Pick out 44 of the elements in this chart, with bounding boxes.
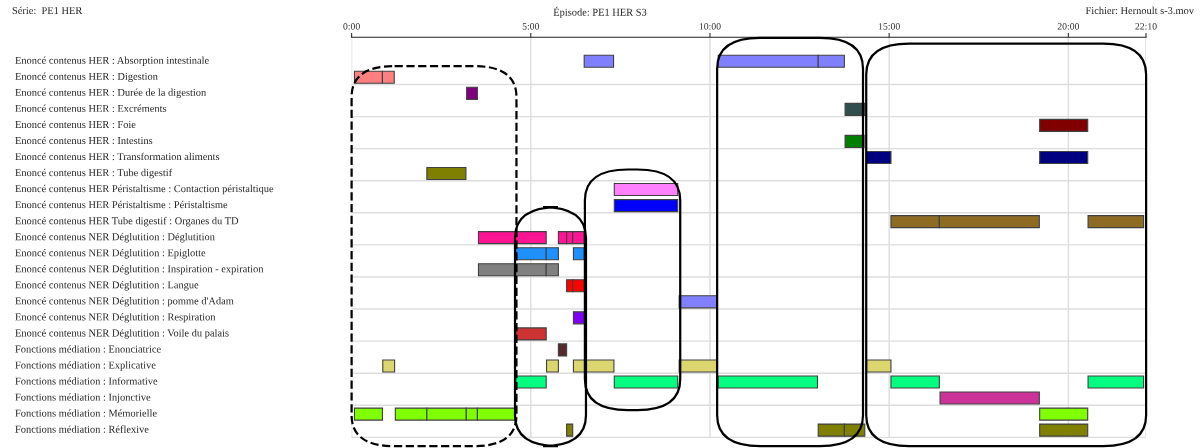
y-tick-label: Fonctions médiation : Mémorielle xyxy=(15,409,157,417)
y-tick-label: Enoncé contenus NER Déglutition : Inspiration - expiration xyxy=(15,265,264,275)
y-tick-label: Enoncé contenus HER : Tube digestif xyxy=(15,168,173,179)
bar xyxy=(939,391,1040,405)
y-tick-label: Enoncé contenus HER Péristaltisme : Péristaltisme xyxy=(15,200,228,209)
bar xyxy=(557,343,568,357)
bar xyxy=(844,102,866,116)
bar xyxy=(613,199,679,213)
x-tick-label: 10:00 xyxy=(699,23,721,30)
y-tick-label: Enoncé contenus NER Déglutition : Déglutition xyxy=(15,232,215,243)
x-tick-label: 20:00 xyxy=(1057,23,1080,30)
y-tick-label: Enoncé contenus HER : Foie xyxy=(15,120,136,129)
y-tick-label: Fonctions médiation : Informative xyxy=(15,377,158,385)
y-tick-label: Enoncé contenus NER Déglutition : Respiration xyxy=(15,313,216,323)
bar xyxy=(613,182,679,197)
x-tick-label: 5:00 xyxy=(522,23,540,30)
y-tick-label: Enoncé contenus HER : Transformation aliments xyxy=(15,152,220,161)
text: Série: PE1 HER xyxy=(12,6,83,15)
y-tick-label: Enoncé contenus HER : Digestion xyxy=(15,72,158,83)
y-tick-label: Enoncé contenus HER Tube digestif : Organes du TD xyxy=(15,216,239,227)
y-tick-label: Enoncé contenus HER Péristaltisme : Contaction péristaltique xyxy=(15,184,274,195)
text: Fichier: Hernoult s-3.mov xyxy=(1085,6,1194,15)
y-tick-label: Enoncé contenus HER : Intestins xyxy=(15,136,153,145)
bar xyxy=(1039,118,1089,132)
y-tick-label: Enoncé contenus NER Déglutition : Epiglotte xyxy=(15,248,206,259)
x-tick-label: 15:00 xyxy=(878,23,900,30)
y-tick-label: Enoncé contenus NER Déglutition : pomme d'Adam xyxy=(15,297,234,307)
y-tick-label: Enoncé contenus HER : Durée de la digestion xyxy=(15,88,207,99)
y-tick-label: Enoncé contenus NER Déglutition : Voile du palais xyxy=(15,329,229,339)
y-tick-label: Enoncé contenus NER Déglutition : Langue xyxy=(15,281,199,291)
x-tick-label: 0:00 xyxy=(343,23,360,30)
y-tick-label: Enoncé contenus HER : Excréments xyxy=(15,104,167,113)
x-tick-label: 22:10 xyxy=(1135,23,1157,30)
bar xyxy=(572,311,585,325)
y-tick-label: Fonctions médiation : Injonctive xyxy=(15,393,151,403)
y-tick-label: Enoncé contenus HER : Absorption intestinale xyxy=(15,56,209,66)
y-tick-label: Fonctions médiation : Enonciatrice xyxy=(15,345,161,353)
y-tick-label: Fonctions médiation : Explicative xyxy=(15,361,156,371)
bar xyxy=(515,327,547,341)
bar xyxy=(1039,150,1089,165)
bar xyxy=(466,86,478,100)
y-tick-label: Fonctions médiation : Réflexive xyxy=(15,425,149,433)
bar xyxy=(1039,407,1089,421)
chart-title: Épisode: PE1 HER S3 xyxy=(553,6,647,18)
